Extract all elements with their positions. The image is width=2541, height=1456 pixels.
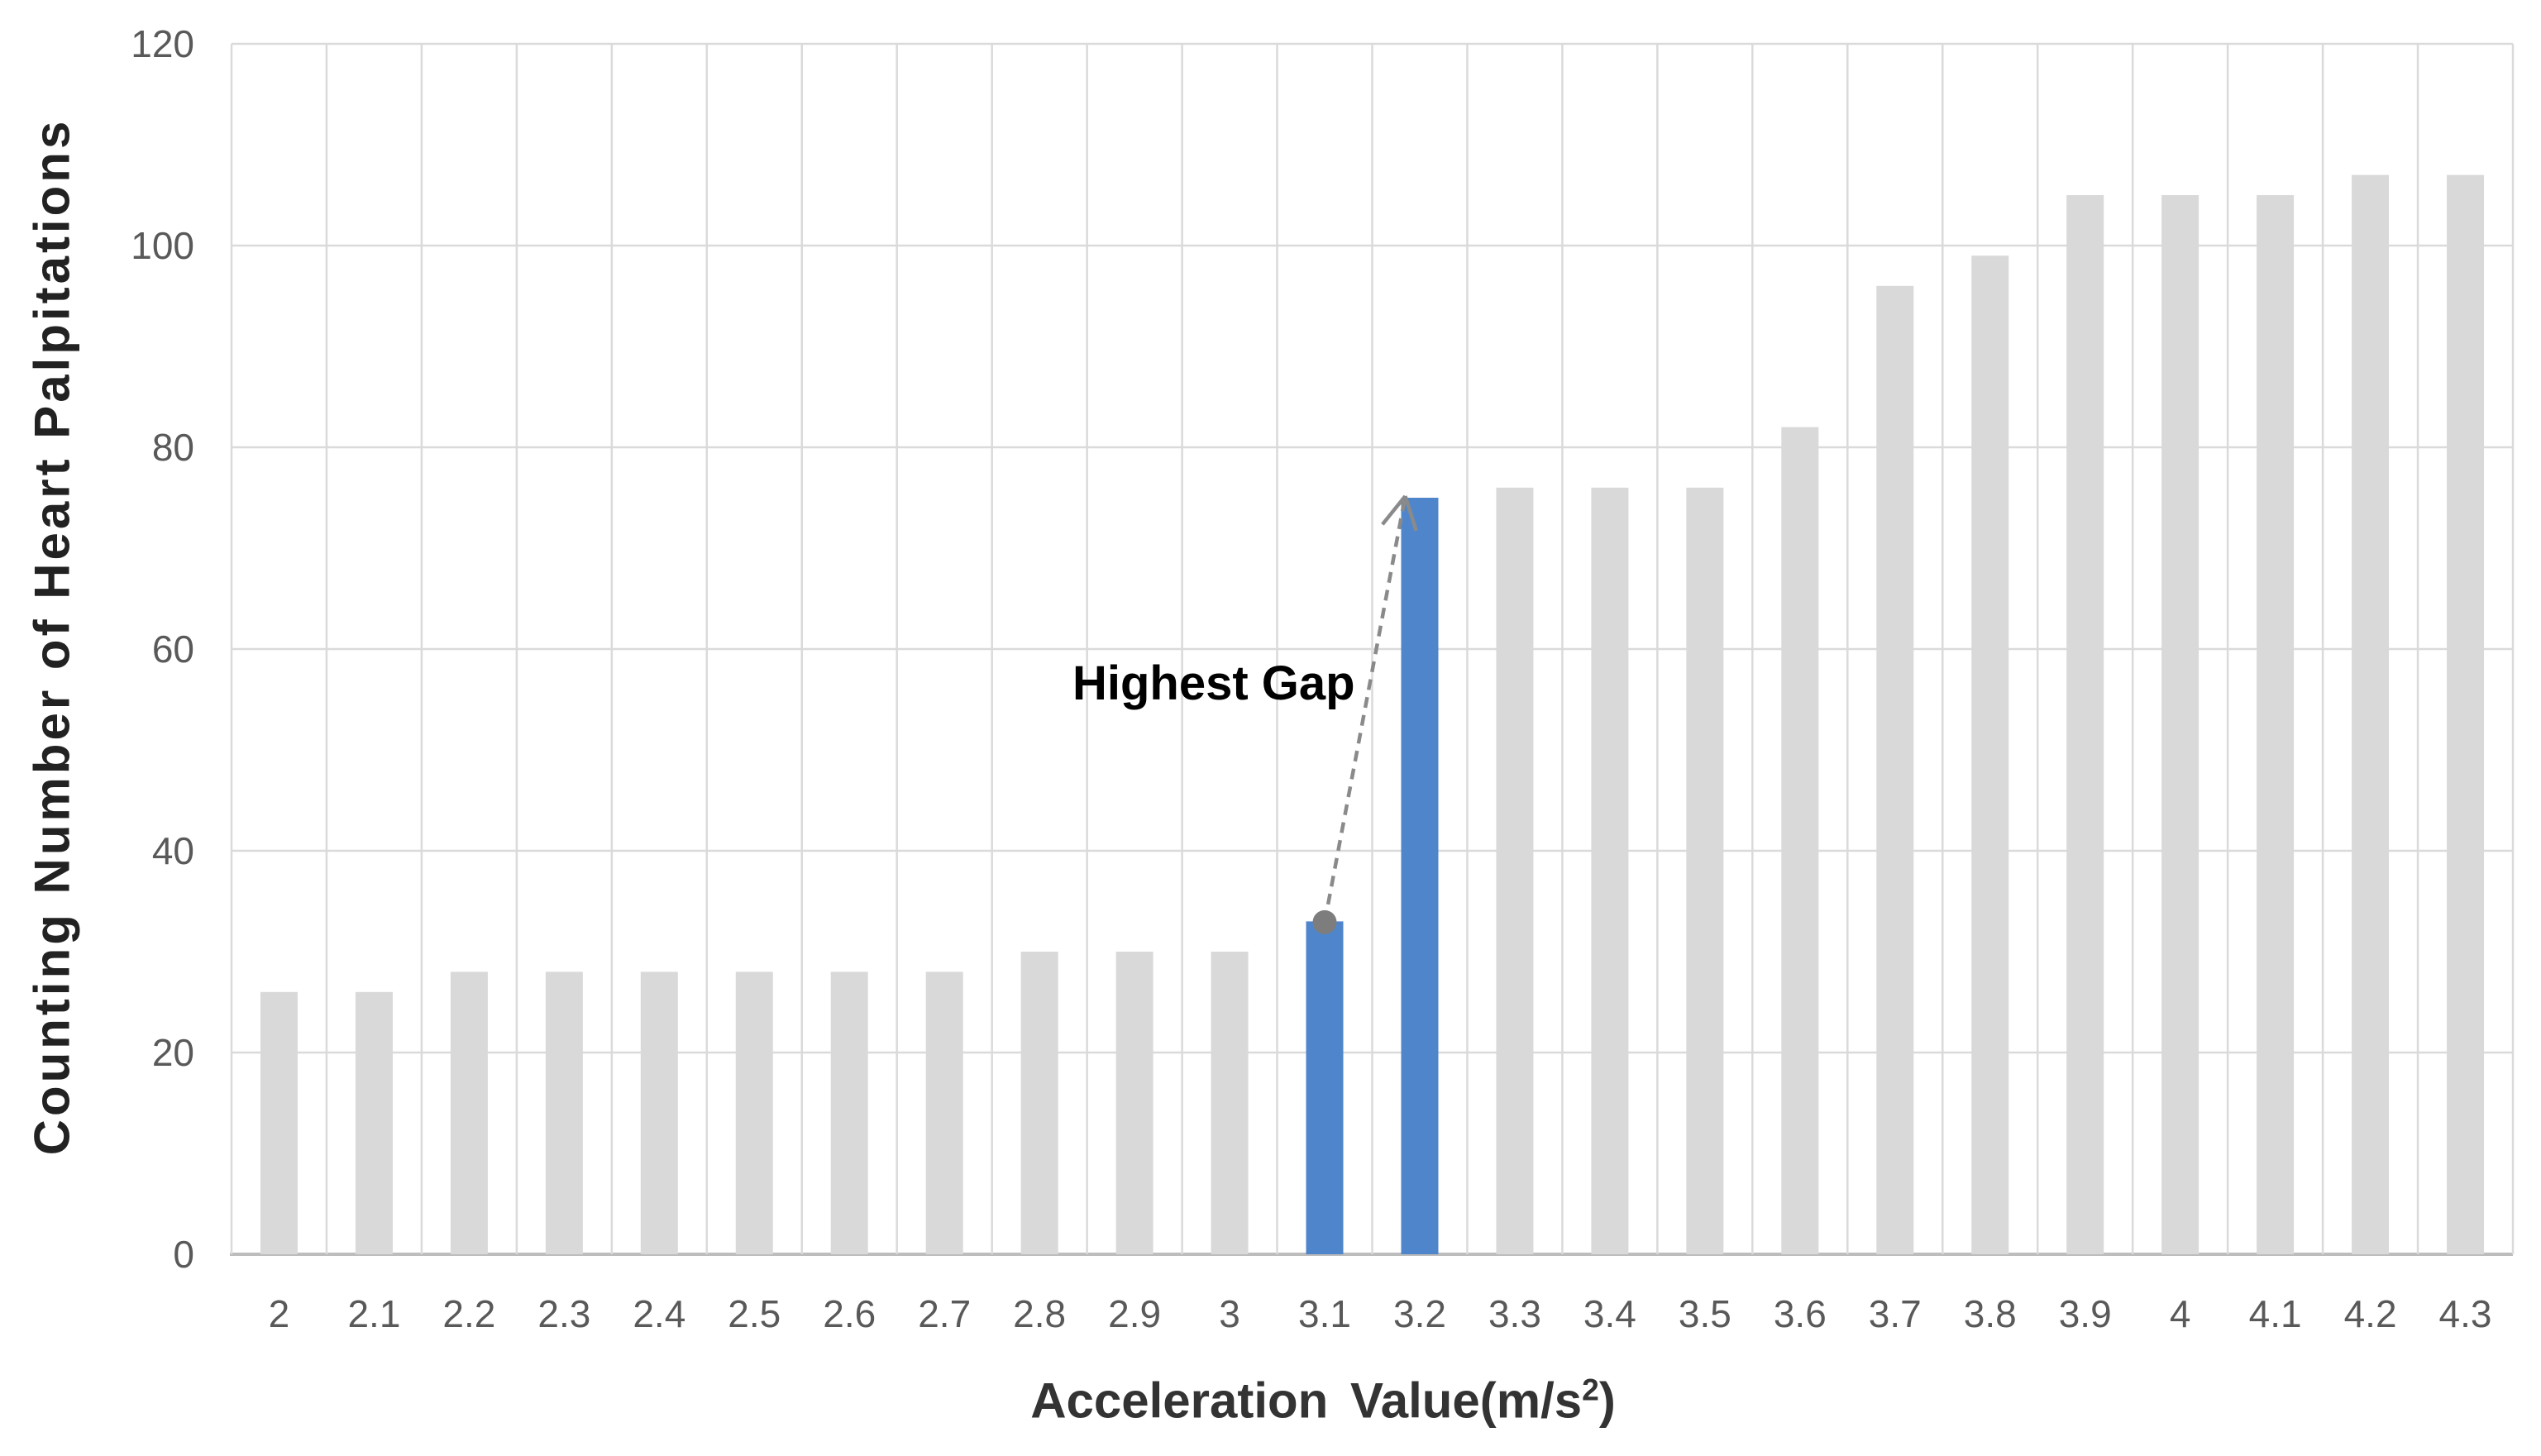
y-tick-label-0: 0 (173, 1233, 194, 1276)
bar-3.2 (1401, 498, 1439, 1254)
bar-3.6 (1781, 427, 1819, 1254)
bar-3.7 (1876, 285, 1914, 1254)
y-tick-label-100: 100 (131, 224, 194, 267)
x-tick-label-2.3: 2.3 (537, 1292, 591, 1335)
x-tick-label-2.4: 2.4 (633, 1292, 686, 1335)
bar-2.1 (355, 991, 393, 1254)
y-tick-label-20: 20 (151, 1031, 194, 1074)
x-tick-label-3.1: 3.1 (1298, 1292, 1351, 1335)
bar-4 (2161, 195, 2199, 1254)
bar-3.9 (2066, 195, 2104, 1254)
x-axis-title-close-paren: ) (1598, 1372, 1616, 1429)
bar-2.8 (1020, 952, 1058, 1254)
bar-3 (1211, 952, 1249, 1254)
x-tick-label-2.6: 2.6 (823, 1292, 876, 1335)
x-tick-label-4: 4 (2169, 1292, 2191, 1335)
x-tick-label-2.2: 2.2 (442, 1292, 496, 1335)
bar-3.1 (1306, 921, 1344, 1254)
x-tick-label-3.7: 3.7 (1868, 1292, 1922, 1335)
bar-2.4 (640, 971, 678, 1254)
x-tick-label-2.9: 2.9 (1108, 1292, 1162, 1335)
bar-4.2 (2352, 174, 2390, 1255)
bar-3.8 (1971, 255, 2009, 1255)
bar-2 (260, 991, 298, 1254)
gap-arrow-start-dot (1312, 909, 1337, 934)
x-tick-label-4.3: 4.3 (2438, 1292, 2492, 1335)
y-axis-title: Counting Number of Heart Palpitations (24, 117, 80, 1156)
y-tick-label-120: 120 (131, 22, 194, 65)
bar-2.2 (450, 971, 488, 1254)
x-tick-label-4.2: 4.2 (2343, 1292, 2397, 1335)
annotation-highest-gap-label: Highest Gap (1072, 656, 1355, 710)
x-axis-title: Acceleration Value(m/s2) (1030, 1372, 1616, 1430)
bar-2.6 (830, 971, 868, 1254)
x-tick-label-3.5: 3.5 (1678, 1292, 1731, 1335)
bar-4.1 (2257, 195, 2295, 1254)
x-tick-label-3.9: 3.9 (2058, 1292, 2112, 1335)
bar-3.4 (1591, 487, 1629, 1254)
x-tick-label-3.2: 3.2 (1392, 1292, 1446, 1335)
bar-2.7 (925, 971, 963, 1254)
gap-arrow-head (1381, 494, 1407, 526)
x-tick-label-4.1: 4.1 (2248, 1292, 2302, 1335)
x-axis-title-text: Acceleration Value(m/s (1030, 1372, 1583, 1429)
x-tick-label-3.6: 3.6 (1773, 1292, 1827, 1335)
bar-2.3 (545, 971, 583, 1254)
y-tick-label-40: 40 (151, 829, 194, 872)
x-tick-label-2.7: 2.7 (918, 1292, 972, 1335)
bar-2.9 (1115, 952, 1153, 1254)
x-tick-label-3.8: 3.8 (1963, 1292, 2017, 1335)
x-tick-label-3: 3 (1219, 1292, 1240, 1335)
x-tick-label-3.4: 3.4 (1583, 1292, 1636, 1335)
bar-4.3 (2447, 174, 2485, 1255)
x-tick-label-2.8: 2.8 (1013, 1292, 1067, 1335)
bar-3.3 (1496, 487, 1534, 1254)
y-tick-label-60: 60 (151, 628, 194, 671)
x-tick-label-3.3: 3.3 (1488, 1292, 1541, 1335)
bar-3.5 (1686, 487, 1724, 1254)
x-tick-label-2.5: 2.5 (728, 1292, 781, 1335)
bar-2.5 (735, 971, 773, 1254)
gap-arrow-head (1403, 495, 1418, 532)
x-tick-label-2.1: 2.1 (347, 1292, 401, 1335)
x-axis-title-superscript: 2 (1582, 1372, 1599, 1407)
x-tick-label-2: 2 (268, 1292, 290, 1335)
y-tick-label-80: 80 (151, 426, 194, 469)
